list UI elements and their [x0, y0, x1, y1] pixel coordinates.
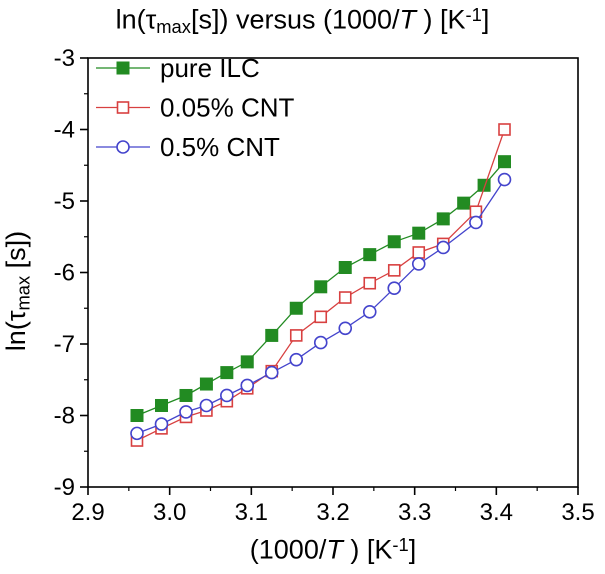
legend-label: 0.05% CNT — [160, 93, 294, 123]
marker-square-filled — [436, 212, 450, 226]
marker-circle-open — [362, 305, 377, 319]
y-axis-label: ln(τmax [s]) — [1, 230, 34, 352]
x-tick-label: 3.1 — [235, 499, 268, 526]
chart-title: ln(τmax[s]) versus (1000/T ) [K-1] — [115, 4, 490, 38]
y-tick-label: -4 — [54, 117, 75, 144]
title-superscript: -1 — [465, 4, 482, 25]
marker-square-filled — [116, 61, 130, 75]
marker-square-filled — [498, 155, 511, 169]
marker-circle-open — [411, 257, 426, 271]
marker-square-filled — [155, 398, 168, 412]
marker-circle-open — [338, 321, 353, 336]
legend: pure ILC 0.05% CNT 0.5% CNT — [96, 53, 294, 162]
marker-circle-open — [387, 281, 402, 296]
legend-item: 0.05% CNT — [96, 93, 294, 123]
x-tick-label: 2.9 — [71, 499, 104, 526]
marker-square-filled — [130, 409, 144, 422]
marker-square-filled — [457, 196, 471, 210]
marker-square-filled — [363, 248, 377, 262]
ylabel-subscript: max — [12, 275, 34, 311]
x-axis: 2.9 3.0 3.1 3.2 3.3 3.4 3.5 — [71, 487, 595, 526]
marker-square-open — [314, 310, 328, 324]
y-tick-label: -7 — [54, 331, 75, 358]
marker-circle-open — [220, 388, 234, 403]
legend-item: pure ILC — [96, 53, 260, 83]
marker-circle-open — [497, 172, 512, 187]
marker-square-open — [116, 101, 130, 114]
marker-circle-open — [154, 417, 169, 431]
marker-square-open — [498, 123, 511, 136]
marker-square-open — [338, 291, 352, 304]
marker-square-open — [363, 276, 377, 290]
marker-circle-open — [130, 426, 144, 441]
marker-square-filled — [199, 377, 213, 391]
x-tick-label: 3.2 — [316, 499, 349, 526]
marker-square-open — [387, 264, 401, 277]
xlabel-superscript: -1 — [392, 534, 409, 555]
series-line — [136, 179, 506, 435]
marker-circle-open — [313, 335, 328, 350]
marker-square-filled — [265, 328, 279, 342]
y-tick-label: -6 — [54, 260, 75, 287]
marker-circle-open — [469, 215, 483, 230]
marker-square-open — [412, 246, 426, 259]
marker-square-filled — [240, 355, 254, 369]
y-tick-label: -3 — [54, 45, 75, 72]
marker-square-filled — [412, 226, 426, 240]
marker-square-filled — [477, 178, 491, 192]
marker-square-filled — [314, 280, 328, 294]
series-pure-ilc — [130, 155, 511, 422]
xlabel-italic-T: T — [326, 534, 343, 565]
marker-circle-open — [436, 240, 451, 255]
y-tick-label: -5 — [54, 188, 75, 215]
x-tick-label: 3.4 — [480, 499, 513, 526]
marker-square-filled — [179, 388, 193, 402]
marker-square-open — [289, 329, 303, 342]
y-tick-label: -9 — [54, 474, 75, 501]
y-axis: -3 -4 -5 -6 -7 -8 -9 — [54, 45, 88, 501]
legend-label: 0.5% CNT — [160, 132, 280, 162]
marker-circle-open — [240, 378, 255, 393]
x-tick-label: 3.0 — [153, 499, 186, 526]
x-axis-label: (1000/T ) [K-1] — [249, 534, 417, 565]
marker-square-filled — [387, 235, 401, 249]
series-0-5-cnt — [130, 172, 512, 441]
series-line — [136, 129, 506, 442]
marker-circle-open — [116, 140, 130, 154]
marker-circle-open — [179, 405, 193, 419]
title-subscript: max — [156, 16, 191, 38]
marker-circle-open — [199, 398, 214, 413]
legend-label: pure ILC — [160, 53, 260, 83]
marker-circle-open — [264, 365, 279, 380]
marker-circle-open — [289, 352, 304, 367]
legend-item: 0.5% CNT — [96, 132, 280, 162]
marker-square-filled — [338, 260, 352, 274]
y-tick-label: -8 — [54, 403, 75, 430]
title-italic-T: T — [399, 4, 417, 35]
x-tick-label: 3.5 — [561, 499, 594, 526]
x-tick-label: 3.3 — [398, 499, 431, 526]
marker-square-filled — [289, 301, 303, 315]
marker-square-filled — [220, 366, 234, 380]
